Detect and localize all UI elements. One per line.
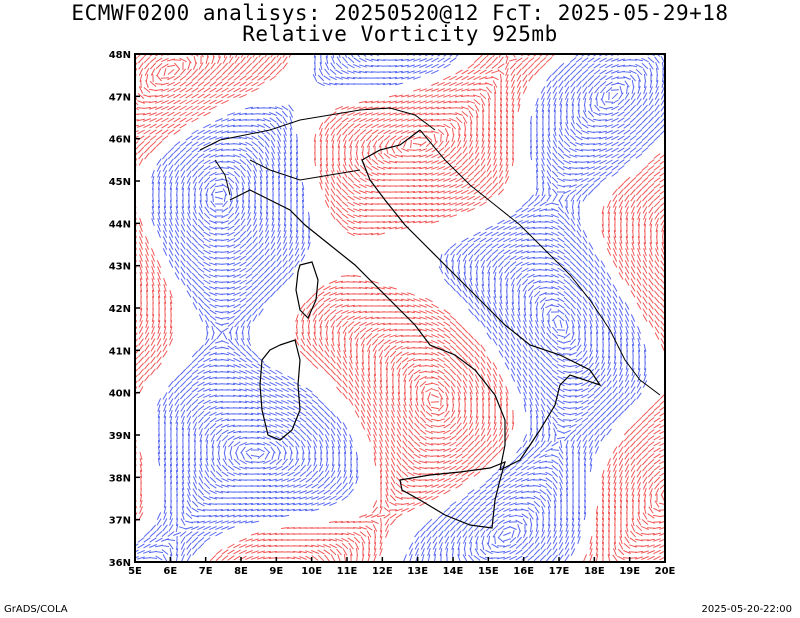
sardinia-coastline [259, 339, 301, 441]
corsica-coastline [295, 261, 319, 320]
balkan-coastline [419, 129, 661, 396]
x-tick-label: 7E [199, 566, 213, 577]
y-tick-label: 43N [109, 262, 131, 273]
chart-subtitle: Relative Vorticity 925mb [242, 22, 558, 46]
x-tick-label: 9E [269, 566, 283, 577]
chart-title: ECMWF0200 analisys: 20250520@12 FcT: 202… [71, 1, 729, 25]
x-tick-label: 8E [234, 566, 248, 577]
sicily-coastline [399, 460, 506, 529]
y-tick-label: 37N [109, 516, 131, 527]
y-tick-label: 38N [109, 473, 131, 484]
x-tick-label: 18E [584, 566, 605, 577]
x-tick-label: 15E [478, 566, 499, 577]
x-tick-label: 12E [372, 566, 393, 577]
y-tick-label: 48N [109, 50, 131, 61]
x-tick-label: 10E [301, 566, 322, 577]
y-tick-label: 44N [109, 219, 131, 230]
y-tick-label: 46N [109, 135, 131, 146]
footer-credit: GrADS/COLA [4, 604, 68, 615]
x-tick-label: 5E [128, 566, 142, 577]
positive-vorticity-contours [135, 54, 665, 562]
x-tick-label: 20E [655, 566, 676, 577]
y-tick-label: 40N [109, 389, 131, 400]
x-tick-label: 6E [163, 566, 177, 577]
alpine-border [199, 107, 436, 196]
x-tick-label: 19E [619, 566, 640, 577]
y-tick-label: 41N [109, 346, 131, 357]
italy-coastline [229, 129, 602, 471]
negative-vorticity-contours [135, 54, 665, 562]
y-tick-label: 42N [109, 304, 131, 315]
x-tick-label: 13E [407, 566, 428, 577]
y-tick-label: 36N [109, 558, 131, 569]
coastline-layer [199, 107, 661, 529]
x-tick-label: 14E [443, 566, 464, 577]
axis-ticks: 5E 6E 7E 8E 9E 10E 11E 12E 13E 14E 15E 16E 17E 18E 19E… [109, 50, 676, 577]
y-tick-label: 39N [109, 431, 131, 442]
contour-field [135, 54, 665, 562]
y-tick-label: 47N [109, 92, 131, 103]
y-tick-label: 45N [109, 177, 131, 188]
x-tick-label: 11E [337, 566, 358, 577]
x-tick-label: 17E [549, 566, 570, 577]
footer-timestamp: 2025-05-20-22:00 [701, 604, 792, 615]
x-tick-label: 16E [513, 566, 534, 577]
